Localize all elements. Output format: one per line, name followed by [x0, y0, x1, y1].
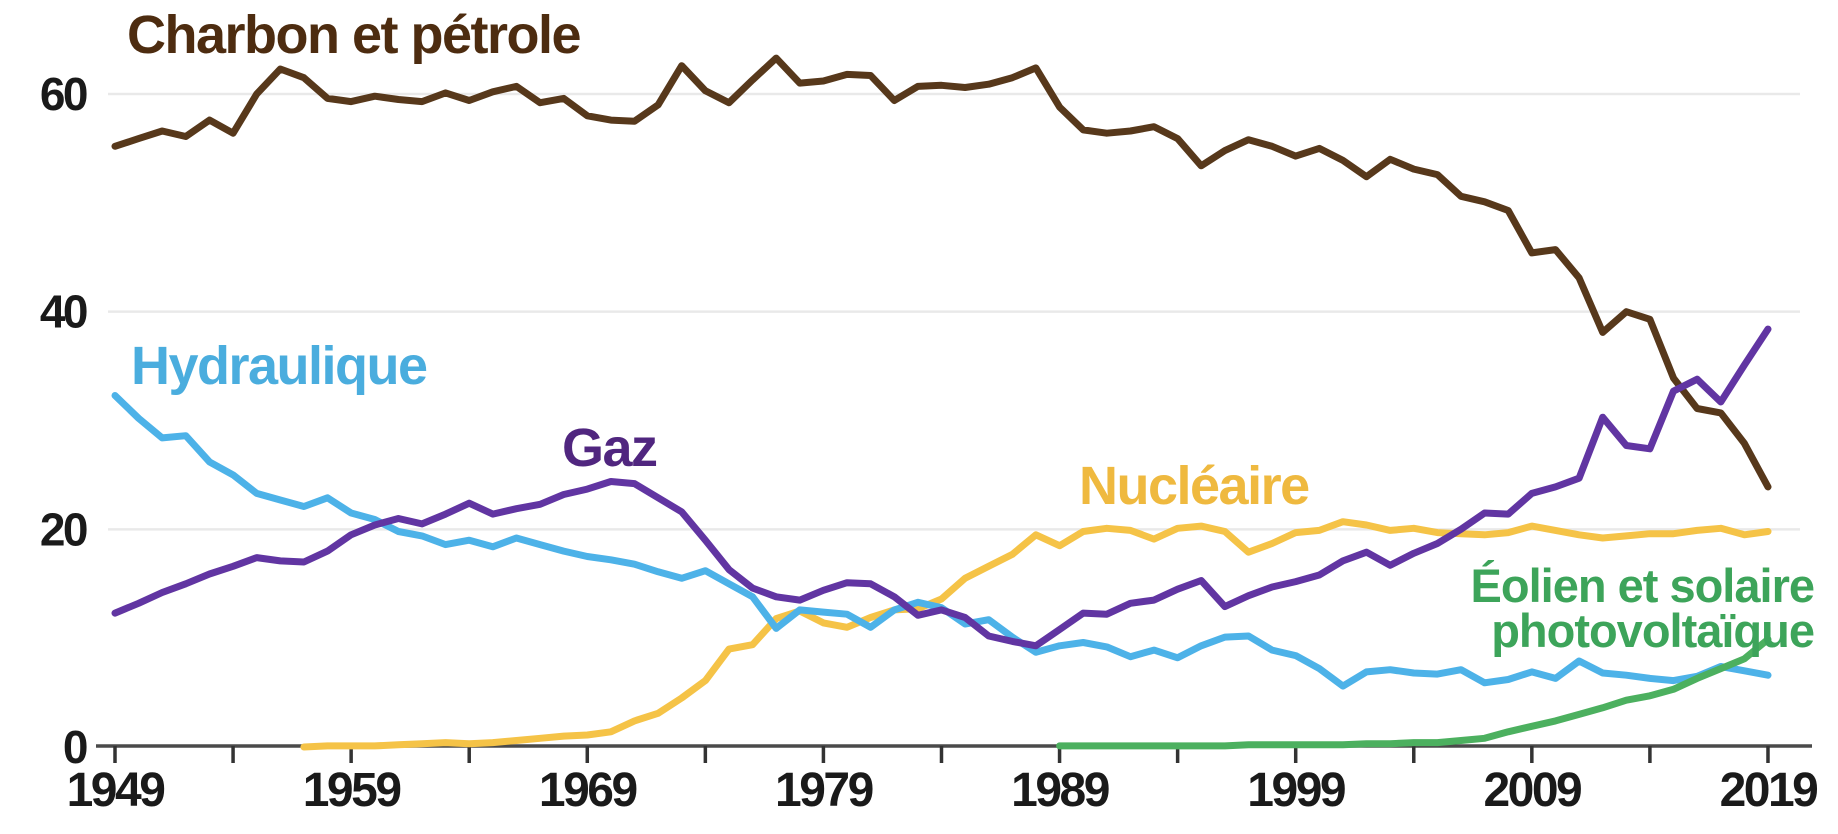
series-line-wind_solar_pv: [1056, 635, 1772, 750]
y-tick-label-40: 40: [40, 286, 87, 338]
y-tick-label-0: 0: [63, 721, 87, 773]
series-label-coal-oil: Charbon et pétrole: [127, 5, 582, 65]
x-tick-label-1969: 1969: [539, 764, 637, 817]
y-tick-label-20: 20: [40, 503, 87, 555]
series-label-gas: Gaz: [562, 418, 658, 478]
series-line-coal_oil: [111, 54, 1772, 491]
series-line-nuclear: [300, 518, 1772, 751]
series-label-wind-solar-line2: photovoltaïque: [1491, 604, 1815, 657]
series-label-hydro: Hydraulique: [131, 336, 428, 396]
series-line-gas: [111, 325, 1772, 650]
x-tick-label-1949: 1949: [67, 764, 165, 817]
x-tick-label-1979: 1979: [775, 764, 873, 817]
x-tick-label-1959: 1959: [303, 764, 401, 817]
x-tick-label-1989: 1989: [1011, 764, 1109, 817]
x-tick-label-2019: 2019: [1720, 764, 1818, 817]
series-label-nuclear: Nucléaire: [1079, 456, 1310, 516]
x-tick-label-2009: 2009: [1483, 764, 1581, 817]
y-tick-label-60: 60: [40, 68, 87, 120]
series-label-wind-solar-line1: Éolien et solaire: [1470, 559, 1815, 612]
series-label-wind-solar: Éolien et solaire photovoltaïque: [1470, 559, 1815, 657]
x-tick-label-1999: 1999: [1247, 764, 1345, 817]
